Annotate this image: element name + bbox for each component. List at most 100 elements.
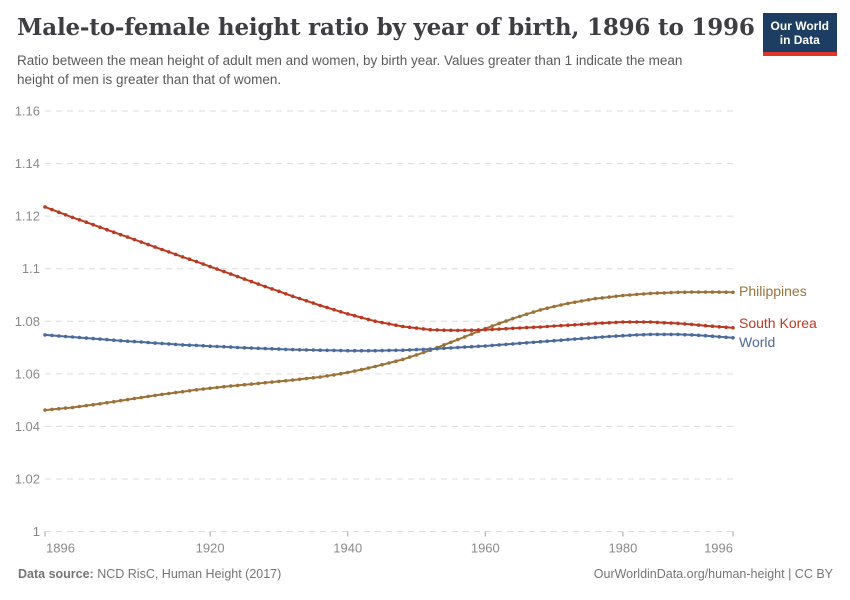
series-point (91, 402, 95, 407)
series-point (593, 321, 598, 326)
series-point (290, 347, 295, 352)
series-point (559, 338, 563, 343)
series-point (118, 232, 123, 237)
y-axis-tick-label: 1.1 (22, 261, 40, 276)
series-point (497, 321, 501, 326)
series-point (332, 373, 336, 377)
series-point (449, 328, 453, 333)
series-point (98, 225, 102, 229)
series-point (229, 384, 233, 388)
series-point (194, 343, 199, 348)
series-point (634, 333, 639, 337)
series-point (662, 332, 666, 337)
data-source-note: Data source: NCD RisC, Human Height (201… (18, 567, 281, 581)
series-point (339, 310, 343, 314)
series-point (263, 380, 268, 385)
series-point (483, 327, 488, 332)
series-point (683, 290, 687, 295)
series-point (311, 348, 316, 352)
series-point (573, 323, 577, 327)
series-point (43, 408, 47, 412)
series-point (167, 250, 171, 254)
series-point (414, 326, 419, 330)
series-point (607, 334, 611, 339)
series-point (731, 290, 735, 295)
series-point (208, 264, 212, 269)
series-point (194, 259, 199, 264)
series-point (201, 262, 205, 266)
series-point (352, 369, 357, 373)
owid-logo[interactable]: Our World in Data (762, 13, 837, 56)
series-point (517, 314, 522, 319)
series-label-philippines[interactable]: Philippines (739, 283, 807, 300)
series-point (559, 303, 563, 307)
series-point (84, 403, 89, 408)
series-point (401, 324, 405, 329)
series-point (352, 313, 357, 318)
series-point (600, 296, 605, 300)
series-point (504, 319, 508, 323)
series-point (634, 320, 639, 324)
data-source-text: NCD RisC, Human Height (2017) (93, 567, 282, 581)
series-point (187, 257, 192, 262)
series-point (586, 336, 591, 340)
series-point (614, 294, 618, 299)
series-point (50, 333, 54, 338)
owid-url-license[interactable]: OurWorldinData.org/human-height | CC BY (593, 567, 833, 581)
series-point (277, 289, 281, 294)
series-point (118, 398, 123, 403)
series-point (105, 337, 109, 342)
series-point (50, 407, 54, 412)
series-label-world[interactable]: World (739, 333, 776, 350)
series-point (318, 303, 323, 308)
series-point (531, 340, 536, 345)
series-point (724, 335, 728, 340)
series-point (297, 377, 302, 382)
series-point (634, 292, 639, 297)
series-point (57, 407, 61, 411)
series-point (731, 336, 735, 340)
series-point (153, 341, 157, 345)
series-point (146, 394, 150, 399)
series-point (277, 347, 281, 351)
series-point (215, 385, 219, 390)
x-axis-tick-label: 1980 (608, 541, 637, 556)
series-point (538, 339, 543, 344)
series-point (339, 348, 343, 353)
series-point (318, 348, 323, 353)
series-point (325, 348, 329, 353)
series-point (297, 348, 302, 352)
series-point (359, 348, 364, 353)
series-point (249, 382, 254, 386)
series-point (153, 245, 157, 249)
series-point (490, 343, 495, 348)
x-axis-tick-label: 1920 (196, 541, 225, 556)
series-label-south-korea[interactable]: South Korea (739, 314, 817, 331)
series-point (270, 380, 274, 384)
series-point (222, 344, 226, 349)
series-point (125, 339, 130, 344)
series-point (284, 292, 288, 296)
series-point (490, 327, 495, 332)
series-point (579, 336, 584, 341)
series-point (201, 344, 205, 348)
series-point (290, 294, 295, 299)
series-point (394, 359, 398, 364)
series-point (641, 292, 646, 296)
series-point (187, 343, 192, 348)
series-point (270, 347, 274, 351)
series-point (669, 332, 673, 337)
series-point (132, 396, 137, 401)
y-axis-tick-label: 1 (33, 524, 40, 539)
series-point (277, 379, 281, 384)
series-point (456, 345, 460, 350)
series-point (710, 290, 715, 294)
series-point (304, 299, 309, 303)
series-point (380, 320, 384, 325)
series-point (689, 322, 694, 327)
series-point (621, 320, 625, 324)
series-point (428, 327, 433, 332)
series-point (696, 323, 701, 327)
series-point (586, 322, 591, 326)
